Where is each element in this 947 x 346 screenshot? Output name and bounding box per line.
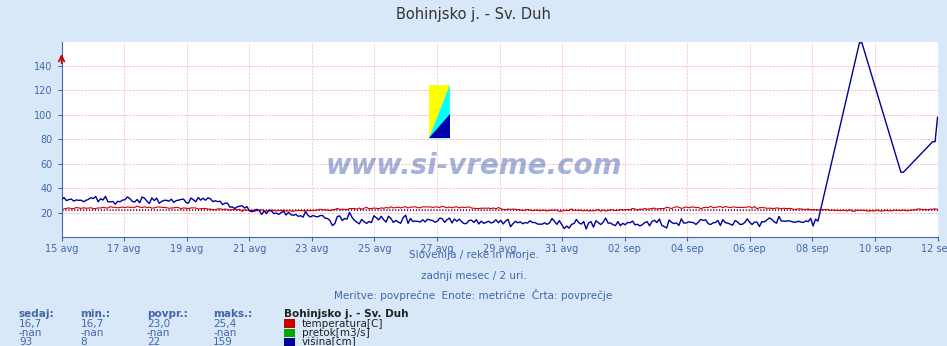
- Text: min.:: min.:: [80, 309, 111, 319]
- Text: 25,4: 25,4: [213, 319, 237, 329]
- Text: -nan: -nan: [213, 328, 237, 338]
- Text: sedaj:: sedaj:: [19, 309, 55, 319]
- Text: 22: 22: [147, 337, 160, 346]
- Text: 8: 8: [80, 337, 87, 346]
- Text: višina[cm]: višina[cm]: [302, 337, 357, 346]
- Text: pretok[m3/s]: pretok[m3/s]: [302, 328, 370, 338]
- Text: zadnji mesec / 2 uri.: zadnji mesec / 2 uri.: [420, 271, 527, 281]
- Text: temperatura[C]: temperatura[C]: [302, 319, 384, 329]
- Text: www.si-vreme.com: www.si-vreme.com: [325, 152, 622, 180]
- Text: 16,7: 16,7: [80, 319, 104, 329]
- Text: Bohinjsko j. - Sv. Duh: Bohinjsko j. - Sv. Duh: [396, 7, 551, 22]
- Text: Slovenija / reke in morje.: Slovenija / reke in morje.: [408, 250, 539, 260]
- Text: -nan: -nan: [147, 328, 170, 338]
- Text: povpr.:: povpr.:: [147, 309, 188, 319]
- Text: -nan: -nan: [80, 328, 104, 338]
- Text: 23,0: 23,0: [147, 319, 170, 329]
- Text: -nan: -nan: [19, 328, 43, 338]
- Text: maks.:: maks.:: [213, 309, 252, 319]
- Text: 16,7: 16,7: [19, 319, 43, 329]
- Text: 159: 159: [213, 337, 233, 346]
- Text: Bohinjsko j. - Sv. Duh: Bohinjsko j. - Sv. Duh: [284, 309, 408, 319]
- Text: 93: 93: [19, 337, 32, 346]
- Text: Meritve: povprečne  Enote: metrične  Črta: povprečje: Meritve: povprečne Enote: metrične Črta:…: [334, 289, 613, 301]
